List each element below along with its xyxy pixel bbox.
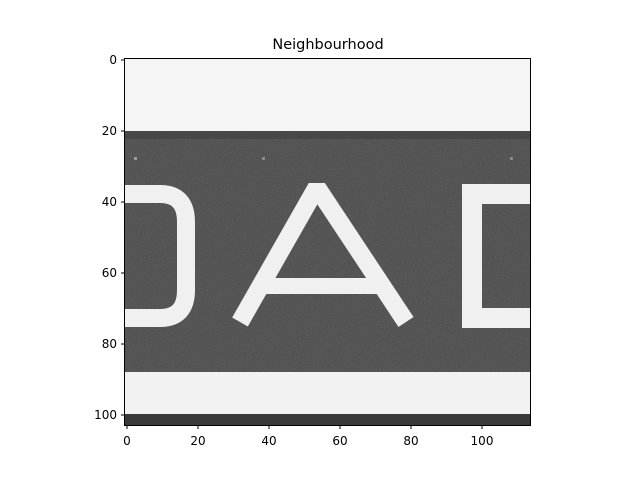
y-tick-label: 60 [102,266,117,280]
bottom-dark-edge [124,414,531,426]
plot-title: Neighbourhood [272,37,383,53]
top-light-band [124,58,531,134]
letter-shapes [124,183,531,328]
y-tick-label: 40 [102,195,117,209]
axes-frame [124,58,531,426]
y-axis [121,59,125,416]
image-area [124,58,531,426]
x-tick-label: 80 [403,434,418,448]
x-tick-label: 0 [123,434,131,448]
x-tick-label: 60 [332,434,347,448]
bottom-light-band [124,372,531,416]
x-axis [126,425,483,429]
y-tick-label: 20 [102,124,117,138]
x-tick-label: 40 [261,434,276,448]
y-tick-label: 100 [94,408,117,422]
y-tick-label: 0 [109,53,117,67]
y-tick-label: 80 [102,337,117,351]
x-tick-label: 100 [471,434,494,448]
x-tick-label: 20 [190,434,205,448]
